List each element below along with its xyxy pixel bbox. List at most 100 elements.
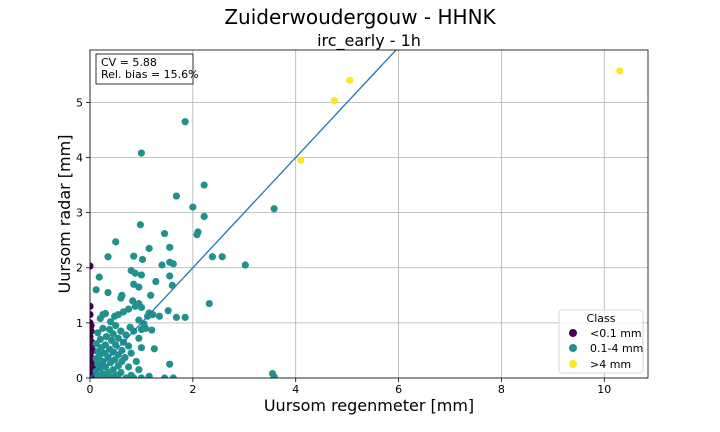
data-point-class-1 (137, 374, 146, 378)
data-point-class-1 (160, 374, 169, 378)
data-point-class-1 (124, 342, 133, 350)
data-point-class-1 (112, 322, 120, 330)
legend-marker-0-1-4 (569, 344, 577, 352)
y-axis-ticks: 0 1 2 3 4 5 (76, 96, 90, 385)
data-point-class-1 (92, 286, 100, 294)
data-point-class-0 (90, 327, 95, 335)
data-point-class-1 (137, 271, 146, 279)
data-point-class-1 (99, 324, 107, 332)
y-tick-label: 4 (76, 151, 83, 164)
data-point-class-0 (90, 311, 94, 319)
data-point-class-2 (330, 97, 338, 105)
data-point-class-1 (111, 312, 119, 320)
data-point-class-1 (104, 253, 112, 261)
data-point-class-1 (270, 373, 278, 378)
data-point-class-1 (147, 291, 155, 299)
data-point-class-1 (137, 149, 146, 157)
stats-box: CV = 5.88 Rel. bias = 15.6% (95, 53, 199, 85)
y-axis-label: Uursom radar [mm] (55, 135, 74, 294)
data-point-class-1 (114, 374, 122, 378)
data-point-class-1 (181, 118, 189, 126)
data-point-class-1 (181, 313, 189, 321)
data-point-class-1 (131, 302, 139, 310)
legend-label-gt-4: >4 mm (590, 358, 631, 371)
y-tick-label: 0 (76, 372, 83, 385)
x-tick-label: 8 (498, 383, 505, 396)
data-point-class-1 (135, 366, 143, 374)
data-point-class-2 (297, 156, 305, 164)
data-point-class-1 (137, 325, 146, 334)
data-point-class-1 (137, 344, 146, 352)
one-to-one-line (90, 50, 397, 378)
chart-title: irc_early - 1h (317, 31, 421, 51)
data-point-class-1 (169, 260, 177, 268)
data-point-class-1 (124, 363, 133, 371)
data-point-class-1 (135, 334, 143, 342)
plot-frame (89, 49, 649, 379)
data-point-class-1 (101, 374, 110, 378)
data-point-class-1 (114, 362, 122, 370)
stats-box-frame (95, 53, 194, 85)
data-point-class-1 (218, 253, 226, 261)
data-point-class-0 (90, 333, 94, 341)
data-point-class-1 (135, 283, 143, 291)
y-tick-label: 3 (76, 207, 83, 220)
data-point-class-1 (145, 372, 153, 378)
data-point-class-0 (90, 322, 95, 330)
data-point-class-1 (155, 312, 164, 320)
data-point-class-1 (114, 334, 122, 342)
data-point-class-1 (172, 313, 180, 321)
data-point-class-1 (131, 269, 139, 277)
data-point-class-1 (138, 255, 147, 264)
data-point-class-1 (160, 229, 169, 238)
y-tick-label: 1 (76, 317, 83, 330)
data-point-class-1 (109, 330, 117, 338)
y-tick-label: 5 (76, 96, 83, 109)
stat-cv: CV = 5.88 (101, 56, 157, 69)
data-point-class-1 (169, 374, 177, 378)
data-point-class-1 (158, 261, 166, 269)
data-point-class-1 (106, 318, 115, 326)
data-point-class-1 (104, 288, 112, 297)
data-point-class-1 (94, 329, 102, 337)
x-tick-label: 0 (87, 383, 94, 396)
legend-title: Class (587, 312, 616, 325)
data-point-class-0 (90, 302, 94, 310)
data-point-class-1 (129, 297, 137, 305)
data-point-class-1 (136, 221, 144, 229)
data-point-class-1 (95, 273, 103, 281)
x-tick-label: 4 (292, 383, 299, 396)
figure-suptitle: Zuiderwoudergouw - HHNK (224, 5, 496, 29)
legend-label-0-1-4: 0.1-4 mm (590, 342, 643, 355)
data-point-class-1 (114, 351, 122, 359)
data-point-class-1 (145, 244, 153, 253)
data-point-class-1 (189, 203, 197, 211)
x-tick-label: 2 (189, 383, 196, 396)
data-point-class-1 (137, 303, 146, 312)
data-point-class-1 (166, 243, 174, 251)
data-point-class-1 (94, 372, 102, 378)
data-point-class-1 (96, 314, 104, 323)
data-point-class-1 (104, 353, 112, 361)
data-point-class-1 (92, 340, 100, 348)
y-tick-label: 2 (76, 262, 83, 275)
data-point-class-1 (164, 307, 172, 315)
x-tick-label: 10 (597, 383, 611, 396)
data-point-class-1 (127, 349, 135, 357)
legend-frame (558, 309, 644, 374)
data-point-class-1 (112, 341, 120, 349)
data-point-class-1 (102, 333, 111, 341)
data-point-class-1 (117, 294, 125, 302)
data-point-class-1 (200, 181, 208, 189)
data-point-class-1 (130, 252, 138, 260)
data-point-class-2 (346, 76, 354, 84)
data-point-class-1 (193, 231, 201, 239)
data-point-class-1 (135, 316, 143, 324)
data-point-class-1 (122, 374, 130, 378)
data-point-class-1 (117, 327, 125, 335)
legend: Class <0.1 mm 0.1-4 mm >4 mm (558, 309, 644, 374)
legend-marker-lt-0-1 (569, 329, 577, 337)
data-point-class-1 (208, 253, 216, 261)
